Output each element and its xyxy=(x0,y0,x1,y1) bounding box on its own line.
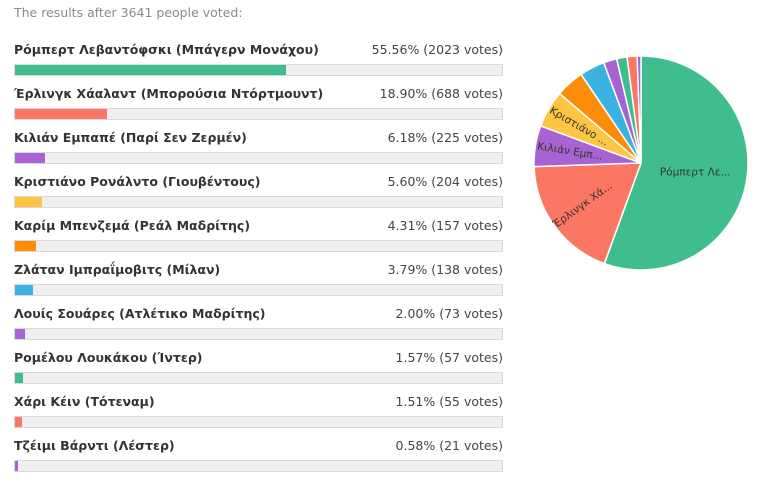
option-name: Ζλάταν Ιμπραΐμοβιτς (Μίλαν) xyxy=(14,262,221,277)
poll-option-row: Λουίς Σουάρες (Ατλέτικο Μαδρίτης) 2.00% (… xyxy=(14,304,503,348)
poll-option-row: Κιλιάν Εμπαπέ (Παρί Σεν Ζερμέν) 6.18% (22… xyxy=(14,128,503,172)
option-name: Έρλινγκ Χάαλαντ (Μπορούσια Ντόρτμουντ) xyxy=(14,86,324,101)
option-name: Τζέιμι Βάρντι (Λέστερ) xyxy=(14,438,175,453)
result-bar xyxy=(15,329,25,339)
option-name: Ρομέλου Λουκάκου (Ίντερ) xyxy=(14,350,203,365)
result-bar-track xyxy=(14,372,503,384)
result-bar-track xyxy=(14,64,503,76)
poll-option-row: Χάρι Κέιν (Τότεναμ) 1.51% (55 votes) xyxy=(14,392,503,436)
option-name: Ρόμπερτ Λεβαντόφσκι (Μπάγερν Μονάχου) xyxy=(14,42,319,57)
result-bar-track xyxy=(14,240,503,252)
option-name: Χάρι Κέιν (Τότεναμ) xyxy=(14,394,155,409)
results-pie-chart: Ρόμπερτ Λε...Έρλινγκ Χά...Κιλιάν Εμπ...Κ… xyxy=(533,55,749,271)
option-result: 18.90% (688 votes) xyxy=(379,86,503,101)
option-result: 4.31% (157 votes) xyxy=(387,218,503,233)
option-result: 1.51% (55 votes) xyxy=(395,394,503,409)
option-result: 55.56% (2023 votes) xyxy=(371,42,503,57)
result-bar xyxy=(15,373,23,383)
poll-option-row: Ζλάταν Ιμπραΐμοβιτς (Μίλαν) 3.79% (138 vo… xyxy=(14,260,503,304)
option-result: 2.00% (73 votes) xyxy=(395,306,503,321)
pie-slice xyxy=(603,55,749,271)
poll-summary: The results after 3641 people voted: xyxy=(14,5,243,20)
option-result: 3.79% (138 votes) xyxy=(387,262,503,277)
result-bar xyxy=(15,417,23,427)
result-bar-track xyxy=(14,460,503,472)
option-result: 0.58% (21 votes) xyxy=(395,438,503,453)
option-result: 1.57% (57 votes) xyxy=(395,350,503,365)
option-result: 6.18% (225 votes) xyxy=(387,130,503,145)
result-bar xyxy=(15,285,34,295)
result-bar-track xyxy=(14,196,503,208)
pie-slice xyxy=(636,55,642,164)
poll-option-row: Έρλινγκ Χάαλαντ (Μπορούσια Ντόρτμουντ) 18… xyxy=(14,84,503,128)
result-bar xyxy=(15,461,18,471)
option-name: Καρίμ Μπενζεμά (Ρεάλ Μαδρίτης) xyxy=(14,218,251,233)
pie-slice-label: Ρόμπερτ Λε... xyxy=(660,167,731,179)
poll-results: Ρόμπερτ Λεβαντόφσκι (Μπάγερν Μονάχου) 55.… xyxy=(14,40,503,480)
poll-option-row: Ρομέλου Λουκάκου (Ίντερ) 1.57% (57 votes) xyxy=(14,348,503,392)
result-bar-track xyxy=(14,328,503,340)
result-bar xyxy=(15,109,108,119)
poll-option-row: Καρίμ Μπενζεμά (Ρεάλ Μαδρίτης) 4.31% (157… xyxy=(14,216,503,260)
result-bar xyxy=(15,153,46,163)
result-bar xyxy=(15,241,36,251)
option-name: Κιλιάν Εμπαπέ (Παρί Σεν Ζερμέν) xyxy=(14,130,247,145)
result-bar xyxy=(15,65,286,75)
option-result: 5.60% (204 votes) xyxy=(387,174,503,189)
result-bar-track xyxy=(14,284,503,296)
result-bar xyxy=(15,197,43,207)
result-bar-track xyxy=(14,152,503,164)
poll-option-row: Ρόμπερτ Λεβαντόφσκι (Μπάγερν Μονάχου) 55.… xyxy=(14,40,503,84)
pie-slice xyxy=(533,162,643,265)
result-bar-track xyxy=(14,108,503,120)
poll-option-row: Κριστιάνο Ρονάλντο (Γιουβέντους) 5.60% (2… xyxy=(14,172,503,216)
option-name: Λουίς Σουάρες (Ατλέτικο Μαδρίτης) xyxy=(14,306,266,321)
result-bar-track xyxy=(14,416,503,428)
poll-option-row: Τζέιμι Βάρντι (Λέστερ) 0.58% (21 votes) xyxy=(14,436,503,480)
option-name: Κριστιάνο Ρονάλντο (Γιουβέντους) xyxy=(14,174,261,189)
